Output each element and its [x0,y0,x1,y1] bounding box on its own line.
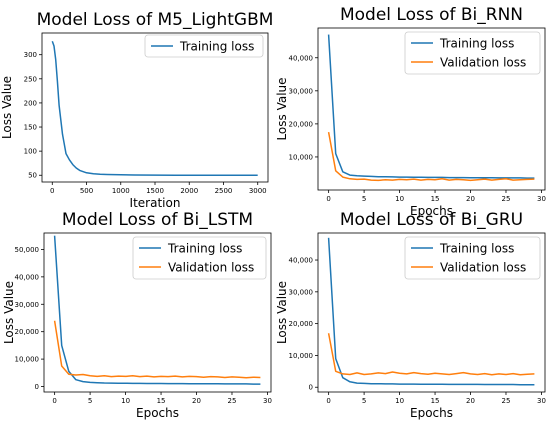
x-tick-label: 1500 [146,187,164,195]
y-tick-label: 200 [24,99,37,107]
chart-title: Model Loss of Bi_GRU [340,210,523,230]
x-tick-label: 15 [431,195,440,203]
y-tick-label: 300 [24,51,37,59]
x-tick-label: 10 [121,397,130,405]
x-tick-label: 10 [395,195,404,203]
x-tick-label: 1000 [112,187,130,195]
x-tick-label: 0 [326,397,330,405]
x-tick-label: 20 [466,195,475,203]
chart-panel-4: 0 5 10 15 20 25 30 0 10,000 20,000 30,000 40,000 Mod… [275,210,546,420]
y-tick-label: 0 [35,383,39,391]
y-axis-label: Loss Value [0,76,14,139]
legend-entry-label: Validation loss [440,56,526,70]
y-tick-label: 250 [24,75,37,83]
x-tick-label: 30 [537,195,546,203]
y-tick-label: 20,000 [289,120,314,128]
y-tick-label: 40,000 [15,273,40,281]
x-tick-label: 25 [502,195,511,203]
x-axis-label: Epochs [410,406,453,420]
y-tick-label: 10,000 [289,153,314,161]
legend-box [144,34,264,58]
x-tick-label: 5 [88,397,92,405]
y-tick-label: 30,000 [289,288,314,296]
x-axis-label: Epochs [410,204,453,218]
x-tick-label: 25 [228,397,237,405]
y-tick-label: 0 [309,384,313,392]
legend: Training loss Validation loss [404,236,541,280]
legend-box [132,236,267,280]
y-tick-label: 50 [28,172,37,180]
x-tick-label: 15 [157,397,166,405]
x-tick-label: 5 [362,195,366,203]
charts-root: 0 500 1000 1500 2000 2500 30005010015020025030… [0,5,546,420]
legend: Training loss Validation loss [404,31,541,75]
y-tick-label: 10,000 [15,356,40,364]
y-tick-label: 20,000 [15,328,40,336]
x-axis-label: Iteration [130,196,181,210]
training-loss-line [327,34,535,179]
training-loss-line [53,235,261,385]
legend-box [404,31,541,75]
plot-frame [317,232,546,393]
x-tick-label: 10 [395,397,404,405]
x-tick-label: 20 [466,397,475,405]
chart-title: Model Loss of M5_LightGBM [37,10,274,30]
chart-panel-1: 0 500 1000 1500 2000 2500 3000 50 100 150 200 250 30… [0,10,273,210]
x-tick-label: 30 [263,397,272,405]
x-axis-label: Epochs [136,406,179,420]
chart-title: Model Loss of Bi_RNN [340,5,523,25]
y-tick-label: 50,000 [15,246,40,254]
x-tick-label: 15 [431,397,440,405]
x-tick-label: 3000 [249,187,267,195]
legend-box [404,236,541,280]
x-tick-label: 20 [192,397,201,405]
y-tick-label: 30,000 [15,301,40,309]
x-tick-label: 0 [50,187,54,195]
y-tick-label: 40,000 [289,257,314,265]
chart-panel-2: 0 5 10 15 20 25 30 10,000 20,000 30,000 40,000 Mode… [275,5,546,218]
y-tick-label: 20,000 [289,320,314,328]
training-loss-line [51,40,258,177]
x-tick-label: 30 [537,397,546,405]
plot-frame [317,27,546,191]
y-tick-label: 100 [24,148,37,156]
x-tick-label: 0 [326,195,330,203]
legend: Training loss Validation loss [132,236,267,280]
legend-entry-label: Training loss [439,242,514,256]
y-tick-label: 150 [24,124,37,132]
legend-entry-label: Training loss [179,40,254,54]
x-tick-label: 5 [362,397,366,405]
x-tick-label: 0 [52,397,56,405]
validation-loss-line [53,320,261,379]
y-axis-label: Loss Value [275,77,289,140]
x-tick-label: 25 [502,397,511,405]
x-tick-label: 2500 [215,187,233,195]
y-axis-label: Loss Value [275,281,289,344]
validation-loss-line [327,131,535,182]
training-loss-line [327,237,535,386]
y-axis-label: Loss Value [2,281,16,344]
legend-entry-label: Training loss [167,242,242,256]
validation-loss-line [327,333,535,376]
legend: Training loss [144,34,264,58]
legend-entry-label: Validation loss [168,261,254,275]
legend-entry-label: Validation loss [440,261,526,275]
y-tick-label: 30,000 [289,87,314,95]
x-tick-label: 2000 [180,187,198,195]
y-tick-label: 10,000 [289,352,314,360]
chart-panel-3: 0 5 10 15 20 25 30 0 10,000 20,000 30,000 40,000 50,… [2,210,272,420]
x-tick-label: 500 [80,187,93,195]
y-tick-label: 40,000 [289,54,314,62]
plot-frame [43,232,272,393]
chart-title: Model Loss of Bi_LSTM [62,210,253,230]
legend-entry-label: Training loss [439,37,514,51]
